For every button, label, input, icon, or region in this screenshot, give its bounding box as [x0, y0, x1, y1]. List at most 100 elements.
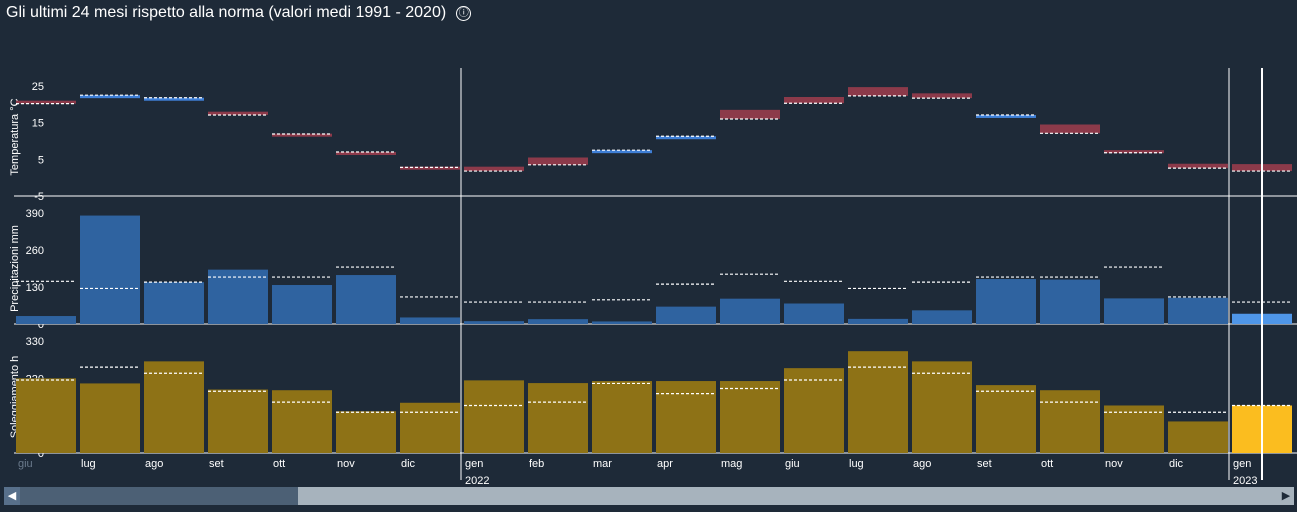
temperature-bar [720, 109, 780, 119]
sunshine-bar [848, 351, 908, 453]
temperature-bar [272, 133, 332, 137]
precipitation-bar [208, 269, 268, 324]
x-tick-label: nov [1105, 458, 1123, 470]
precipitation-bar [80, 215, 140, 324]
sunshine-bar [656, 381, 716, 453]
chart-title: Gli ultimi 24 mesi rispetto alla norma (… [6, 4, 472, 22]
scroll-track[interactable] [20, 487, 298, 505]
y-tick-label: 330 [26, 336, 44, 348]
horizontal-scrollbar[interactable]: ◀ ▶ [4, 487, 1294, 505]
x-tick-label: giu [18, 458, 33, 470]
x-tick-label: dic [401, 458, 416, 470]
y-tick-label: 390 [26, 208, 44, 220]
y-tick-label: 15 [32, 118, 44, 130]
x-tick-label: gen [1233, 458, 1251, 470]
temperature-bar [976, 114, 1036, 118]
sunshine-bar [80, 383, 140, 453]
x-tick-label: ago [913, 458, 931, 470]
temperature-bar [528, 157, 588, 165]
x-tick-label: lug [849, 458, 864, 470]
sunshine-bar [400, 402, 460, 453]
precipitation-bar [720, 298, 780, 324]
precipitation-bar [1104, 298, 1164, 324]
temperature-bar [400, 166, 460, 170]
sunshine-bar [464, 380, 524, 453]
x-tick-label: set [209, 458, 224, 470]
precipitation-bar [784, 303, 844, 324]
x-tick-label: ott [1041, 458, 1053, 470]
sunshine-bar [1104, 405, 1164, 453]
temperature-bar [656, 136, 716, 140]
sunshine-bar [912, 361, 972, 453]
y-tick-label: 0 [38, 448, 44, 460]
precipitation-bar [1040, 279, 1100, 324]
temperature-bar [1168, 163, 1228, 169]
sunshine-bar [336, 411, 396, 453]
x-tick-label: mar [593, 458, 612, 470]
precipitation-bar [144, 282, 204, 324]
x-tick-label: ago [145, 458, 163, 470]
sunshine-bar [16, 378, 76, 453]
temperature-bar [1040, 124, 1100, 134]
y-axis-label: Precipitazioni mm [9, 225, 21, 312]
precipitation-bar [848, 318, 908, 324]
scroll-thumb[interactable] [298, 487, 1278, 505]
x-tick-label: set [977, 458, 992, 470]
sunshine-bar [592, 381, 652, 453]
year-label: 2023 [1233, 475, 1257, 487]
x-tick-label: gen [465, 458, 483, 470]
precipitation-bar [592, 321, 652, 324]
temperature-bar [912, 93, 972, 99]
y-tick-label: -5 [34, 191, 44, 203]
scroll-right-arrow-icon[interactable]: ▶ [1278, 487, 1294, 505]
sunshine-bar [208, 389, 268, 453]
temperature-bar [144, 97, 204, 101]
precipitation-bar [656, 306, 716, 324]
x-tick-label: dic [1169, 458, 1184, 470]
sunshine-bar [976, 385, 1036, 453]
temperature-bar [784, 97, 844, 104]
temperature-bar [848, 87, 908, 96]
title-text: Gli ultimi 24 mesi rispetto alla norma (… [6, 4, 447, 21]
info-icon[interactable]: ⓘ [456, 5, 472, 21]
x-tick-label: lug [81, 458, 96, 470]
x-tick-label: feb [529, 458, 544, 470]
temperature-bar [336, 152, 396, 155]
temperature-bar [464, 166, 524, 172]
precipitation-bar [336, 275, 396, 324]
year-label: 2022 [465, 475, 489, 487]
temperature-bar [1104, 150, 1164, 154]
sunshine-bar [1168, 421, 1228, 453]
x-tick-label: mag [721, 458, 742, 470]
x-tick-label: ott [273, 458, 285, 470]
precipitation-bar [400, 317, 460, 324]
precipitation-bar [528, 319, 588, 324]
y-tick-label: 0 [38, 319, 44, 331]
temperature-bar [16, 100, 76, 104]
y-tick-label: 260 [26, 245, 44, 257]
temperature-bar [592, 150, 652, 154]
sunshine-bar [1040, 390, 1100, 453]
scroll-left-arrow-icon[interactable]: ◀ [4, 487, 20, 505]
sunshine-bar [784, 368, 844, 453]
y-tick-label: 130 [26, 282, 44, 294]
precipitation-bar [1168, 297, 1228, 324]
sunshine-bar [720, 381, 780, 453]
y-tick-label: 25 [32, 81, 44, 93]
precipitation-bar [16, 316, 76, 324]
precipitation-bar [976, 279, 1036, 324]
x-tick-label: apr [657, 458, 673, 470]
y-tick-label: 5 [38, 154, 44, 166]
x-tick-label: giu [785, 458, 800, 470]
sunshine-bar [272, 390, 332, 453]
precipitation-bar [464, 321, 524, 324]
temperature-bar [208, 111, 268, 115]
precipitation-bar [912, 310, 972, 324]
sunshine-bar [144, 361, 204, 453]
temperature-bar [80, 95, 140, 99]
y-axis-label: Temperatura °C [9, 98, 21, 175]
sunshine-bar [528, 383, 588, 453]
x-tick-label: nov [337, 458, 355, 470]
precipitation-bar [272, 285, 332, 324]
